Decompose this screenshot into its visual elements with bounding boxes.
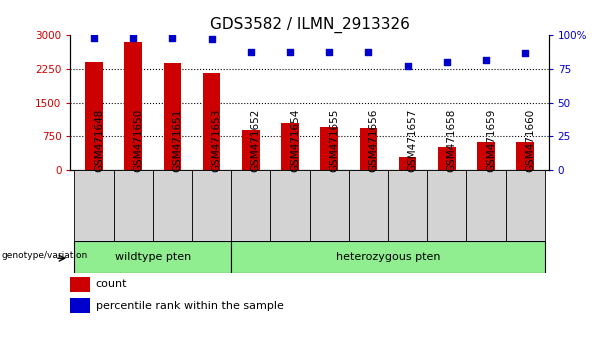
Point <box>167 35 177 41</box>
Text: GSM471648: GSM471648 <box>94 109 104 172</box>
Bar <box>427 170 466 241</box>
Point <box>520 50 530 56</box>
Text: wildtype pten: wildtype pten <box>115 252 191 262</box>
Point <box>89 35 99 41</box>
Title: GDS3582 / ILMN_2913326: GDS3582 / ILMN_2913326 <box>210 16 409 33</box>
Text: GSM471659: GSM471659 <box>486 109 496 172</box>
Bar <box>438 147 455 170</box>
Bar <box>192 170 231 241</box>
Bar <box>124 42 142 170</box>
Point <box>207 36 216 42</box>
Bar <box>231 170 270 241</box>
Bar <box>153 170 192 241</box>
Bar <box>242 130 259 170</box>
Text: GSM471657: GSM471657 <box>408 109 417 172</box>
Text: heterozygous pten: heterozygous pten <box>336 252 440 262</box>
Bar <box>466 170 506 241</box>
Bar <box>516 142 534 170</box>
Text: GSM471651: GSM471651 <box>172 109 183 172</box>
Point <box>403 63 413 69</box>
Point <box>442 59 452 65</box>
Text: genotype/variation: genotype/variation <box>1 251 88 259</box>
Bar <box>398 158 416 170</box>
Text: GSM471654: GSM471654 <box>290 109 300 172</box>
Bar <box>85 62 103 170</box>
Bar <box>360 128 377 170</box>
Point <box>246 49 256 55</box>
Text: GSM471652: GSM471652 <box>251 109 261 172</box>
Text: GSM471653: GSM471653 <box>211 109 221 172</box>
Bar <box>310 170 349 241</box>
Text: GSM471655: GSM471655 <box>329 109 339 172</box>
Bar <box>321 127 338 170</box>
Point <box>481 57 491 62</box>
Bar <box>70 298 89 313</box>
Bar <box>74 241 231 273</box>
Bar <box>281 123 299 170</box>
Text: GSM471660: GSM471660 <box>525 109 535 172</box>
Bar <box>270 170 310 241</box>
Bar <box>70 277 89 292</box>
Bar <box>113 170 153 241</box>
Point <box>285 49 295 55</box>
Bar <box>74 170 113 241</box>
Bar <box>231 241 545 273</box>
Text: GSM471656: GSM471656 <box>368 109 378 172</box>
Point <box>324 49 334 55</box>
Bar <box>164 63 181 170</box>
Text: count: count <box>96 279 127 290</box>
Bar <box>506 170 545 241</box>
Bar <box>349 170 388 241</box>
Text: GSM471650: GSM471650 <box>133 109 143 172</box>
Text: percentile rank within the sample: percentile rank within the sample <box>96 301 283 311</box>
Bar <box>477 142 495 170</box>
Point <box>128 35 138 41</box>
Bar <box>203 73 221 170</box>
Point <box>364 49 373 55</box>
Text: GSM471658: GSM471658 <box>447 109 457 172</box>
Bar <box>388 170 427 241</box>
